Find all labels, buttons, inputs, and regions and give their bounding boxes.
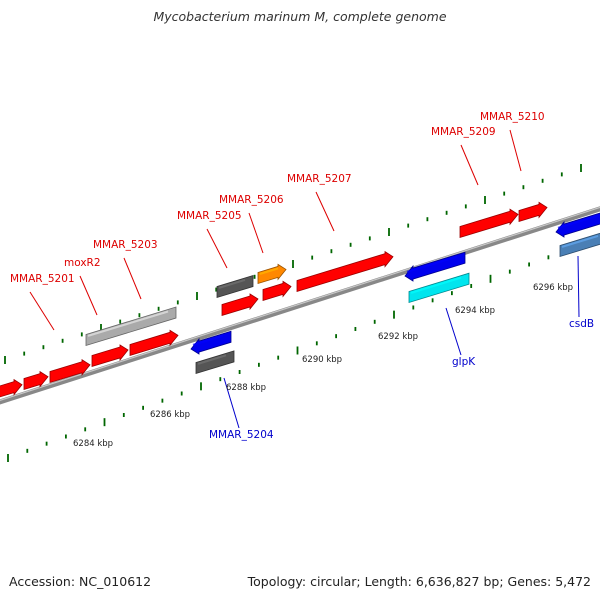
gene-block-shine <box>410 276 462 294</box>
gene-labels: MMAR_5201 moxR2 MMAR_5203 MMAR_5205 MMAR_520… <box>10 111 594 441</box>
gene-arrow <box>129 329 179 357</box>
gene-arrow <box>404 251 466 282</box>
scale-labels: 6284 kbp 6286 kbp 6288 kbp 6290 kbp 6292 kbp… <box>73 283 573 449</box>
scale-label: 6290 kbp <box>302 355 342 365</box>
gene-label: glpK <box>452 356 476 368</box>
gene-arrow-body <box>221 293 259 317</box>
gene-arrow-body <box>518 201 548 223</box>
gene-arrow-body <box>0 378 23 398</box>
leader-line <box>460 144 479 186</box>
scale-label: 6294 kbp <box>455 306 495 316</box>
gene-arrow-shine <box>131 333 171 347</box>
gene-arrow-shine <box>557 214 599 229</box>
gene-arrow-body <box>129 329 179 357</box>
gene-block <box>559 232 600 258</box>
gene-block <box>216 274 254 299</box>
gene-arrow <box>459 208 519 239</box>
gene-block-shine <box>197 354 227 365</box>
gene-label: MMAR_5205 <box>177 210 242 222</box>
gene-arrow <box>23 370 49 391</box>
leader-line <box>79 275 98 316</box>
leader-line <box>315 191 335 232</box>
gene-arrow <box>221 293 259 317</box>
gene-features <box>0 201 600 398</box>
scale-label: 6286 kbp <box>150 410 190 420</box>
gene-label: MMAR_5204 <box>209 429 274 441</box>
map-title: Mycobacterium marinum M, complete genome <box>153 9 447 24</box>
gene-arrow-body <box>257 263 287 285</box>
gene-arrow-body <box>49 359 91 384</box>
gene-arrow <box>296 250 394 293</box>
leader-line <box>123 257 142 300</box>
gene-label: MMAR_5209 <box>431 126 496 138</box>
backbone-highlight <box>0 206 600 402</box>
gene-arrow <box>0 378 23 398</box>
genome-summary-text: Topology: circular; Length: 6,636,827 bp… <box>247 574 591 589</box>
gene-block <box>408 272 470 304</box>
gene-arrow-shine <box>192 334 224 346</box>
gene-arrow-body <box>262 280 292 302</box>
gene-arrow-shine <box>259 267 279 275</box>
scale-label: 6296 kbp <box>533 283 573 293</box>
gene-arrow-shine <box>0 382 15 389</box>
accession-text: Accession: NC_010612 <box>9 574 152 589</box>
gene-arrow-shine <box>461 212 511 229</box>
scale-label: 6292 kbp <box>378 332 418 342</box>
gene-arrow <box>91 344 129 368</box>
leader-line <box>29 291 55 331</box>
gene-arrow <box>49 359 91 384</box>
pseudogene-shine <box>87 310 169 337</box>
label-leaders <box>29 129 580 429</box>
gene-arrow-shine <box>298 254 386 283</box>
gene-arrow <box>190 330 232 355</box>
gene-label: MMAR_5207 <box>287 173 352 185</box>
leader-line <box>445 307 462 356</box>
gene-arrow-shine <box>93 348 121 358</box>
gene-label: csdB <box>569 318 594 330</box>
gene-block <box>195 350 235 375</box>
gene-arrow <box>518 201 548 223</box>
gene-arrow-shine <box>406 255 458 273</box>
gene-label: MMAR_5210 <box>480 111 545 123</box>
gene-arrow-shine <box>223 297 251 307</box>
leader-line <box>206 228 228 269</box>
gene-label: MMAR_5206 <box>219 194 284 206</box>
gene-arrow-body <box>459 208 519 239</box>
gene-label: moxR2 <box>64 257 101 269</box>
leader-line <box>577 255 580 318</box>
gene-block-shine <box>218 279 246 289</box>
gene-arrow-body <box>91 344 129 368</box>
gene-arrow-body <box>23 370 49 391</box>
gene-arrow-body <box>296 250 394 293</box>
gene-arrow-shine <box>25 374 41 381</box>
gene-arrow <box>262 280 292 302</box>
leader-line <box>509 129 522 172</box>
gene-label: MMAR_5201 <box>10 273 75 285</box>
genome-backbone <box>0 206 600 405</box>
gene-arrow-shine <box>264 284 284 292</box>
gene-block-body <box>559 232 600 258</box>
gene-arrow-shine <box>51 362 83 374</box>
leader-line <box>248 212 264 254</box>
gene-label: MMAR_5203 <box>93 239 158 251</box>
backbone-line <box>0 206 600 405</box>
gene-block-shine <box>561 234 599 248</box>
gene-arrow <box>555 212 600 238</box>
scale-label: 6284 kbp <box>73 439 113 449</box>
gene-arrow <box>257 263 287 285</box>
tick-marks <box>4 164 588 462</box>
pseudogene <box>85 306 177 347</box>
scale-label: 6288 kbp <box>226 383 266 393</box>
gene-arrow-shine <box>520 205 540 213</box>
leader-line <box>223 377 240 429</box>
